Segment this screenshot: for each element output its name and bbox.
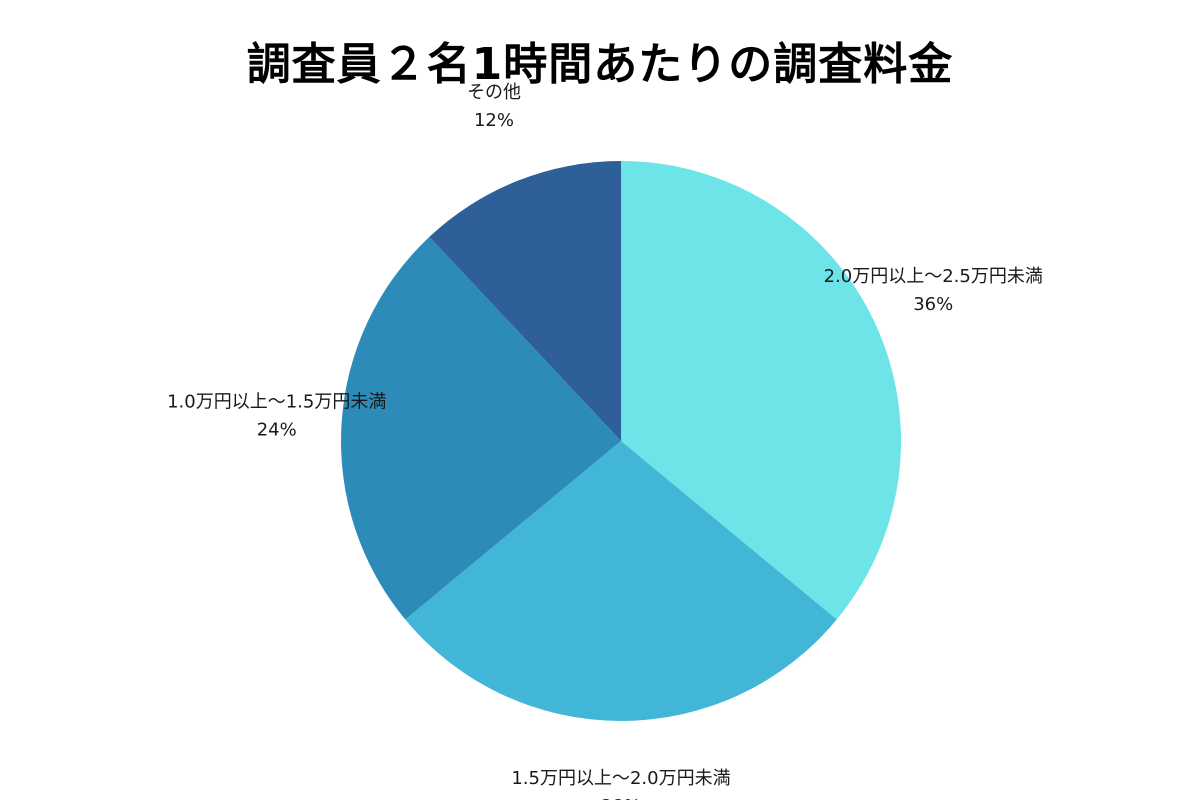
pie-labels: 2.0万円以上～2.5万円未満 36% 1.5万円以上～2.0万円未満 28% 1.0万… [167, 82, 1043, 800]
pie-slices [341, 161, 901, 721]
slice-label-2: 1.0万円以上～1.5万円未満 [167, 391, 386, 412]
pie-slice-2 [341, 236, 621, 620]
slice-label-0: 2.0万円以上～2.5万円未満 [824, 266, 1043, 287]
pie-slice-3 [429, 161, 621, 441]
slice-label-3: その他 [467, 82, 521, 103]
pie-slice-0 [621, 161, 901, 620]
slice-value-label-2: 24% [257, 419, 297, 440]
slice-value-label-3: 12% [474, 110, 514, 131]
slice-value-label-1: 28% [601, 796, 641, 800]
slice-value-label-0: 36% [913, 294, 953, 315]
chart-title: 調査員２名1時間あたりの調査料金 [246, 39, 954, 90]
slice-label-1: 1.5万円以上～2.0万円未満 [511, 768, 730, 789]
pie-slice-1 [405, 441, 837, 721]
